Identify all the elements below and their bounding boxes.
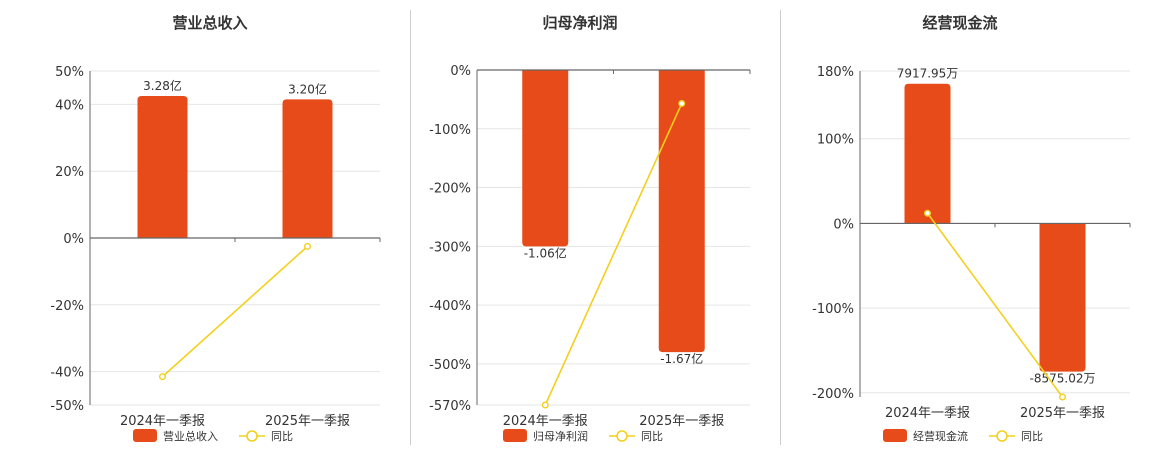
- y-tick-label: -40%: [50, 366, 84, 381]
- y-tick-label: -100%: [429, 123, 471, 138]
- yoy-line: [926, 212, 1064, 398]
- x-category-label: 2025年一季报: [1020, 406, 1105, 421]
- legend: 经营现金流 同比: [883, 429, 1043, 443]
- chart-cash-flow: 经营现金流 180% 100% 0% -100% -200% 7917.95万 -8575.0…: [812, 14, 1131, 443]
- yoy-point: [158, 373, 166, 381]
- yoy-point: [541, 401, 549, 409]
- legend-bar-swatch: [503, 429, 527, 442]
- y-tick-label: -500%: [429, 358, 471, 373]
- legend-bar-swatch: [883, 429, 907, 442]
- chart-panel-cash-flow: 经营现金流 180% 100% 0% -100% -200% 7917.95万 -8575.0…: [780, 0, 1160, 450]
- y-tick-label: -200%: [812, 387, 854, 402]
- y-tick-label: 40%: [55, 98, 84, 113]
- chart-net-profit: 归母净利润 0% -100% -200% -300% -400% -500% -570% -1.…: [429, 14, 751, 443]
- bar: [282, 99, 333, 238]
- legend-line-label: 同比: [271, 430, 293, 443]
- y-tick-label: 0%: [833, 217, 854, 232]
- legend-bar-label: 归母净利润: [533, 429, 588, 443]
- yoy-line: [544, 103, 683, 406]
- yoy-point: [304, 242, 312, 250]
- x-category-label: 2025年一季报: [639, 414, 724, 429]
- legend-bar-label: 营业总收入: [163, 429, 218, 443]
- panel-divider: [780, 10, 781, 445]
- chart-panel-revenue: 营业总收入 50% 40% 20% 0% -20% -40% -50% 3.28亿 3.20亿 20…: [0, 0, 410, 450]
- y-tick-label: 20%: [55, 165, 84, 180]
- bar-data-label: -8575.02万: [1030, 372, 1096, 386]
- y-tick-label: 0%: [63, 232, 84, 247]
- legend-bar-swatch: [133, 429, 157, 442]
- legend-line-marker: [616, 430, 628, 442]
- x-category-label: 2024年一季报: [503, 414, 588, 429]
- yoy-point: [678, 99, 686, 107]
- legend-bar-label: 经营现金流: [913, 429, 968, 443]
- y-tick-label: -570%: [429, 399, 471, 414]
- legend-line-marker: [996, 430, 1008, 442]
- y-tick-label: -300%: [429, 240, 471, 255]
- y-tick-label: -50%: [50, 399, 84, 414]
- y-tick-label: 50%: [55, 65, 84, 80]
- legend-line-label: 同比: [641, 430, 663, 443]
- panel-divider: [410, 10, 411, 445]
- chart-title: 经营现金流: [922, 14, 997, 32]
- legend-line-label: 同比: [1021, 430, 1043, 443]
- bar: [658, 70, 705, 353]
- bar-data-label: 3.28亿: [143, 78, 182, 93]
- bar-data-label: -1.06亿: [524, 245, 567, 260]
- bar: [1039, 223, 1086, 372]
- legend: 营业总收入 同比: [133, 429, 293, 443]
- legend-line-marker: [246, 430, 258, 442]
- chart-panel-net-profit: 归母净利润 0% -100% -200% -300% -400% -500% -570% -1.…: [410, 0, 780, 450]
- yoy-point: [1059, 393, 1067, 401]
- y-tick-label: -100%: [812, 302, 854, 317]
- x-category-label: 2025年一季报: [265, 414, 350, 429]
- chart-revenue: 营业总收入 50% 40% 20% 0% -20% -40% -50% 3.28亿 3.20亿 20…: [50, 14, 381, 443]
- chart-title: 营业总收入: [172, 14, 247, 32]
- bar: [904, 83, 951, 224]
- x-category-label: 2024年一季报: [120, 414, 205, 429]
- y-tick-label: 100%: [817, 133, 854, 148]
- legend: 归母净利润 同比: [503, 429, 663, 443]
- yoy-point: [923, 209, 931, 217]
- x-category-label: 2024年一季报: [885, 406, 970, 421]
- y-tick-label: 0%: [450, 64, 471, 79]
- bar: [522, 70, 569, 247]
- bar: [137, 96, 188, 238]
- bar-data-label: 7917.95万: [897, 67, 959, 81]
- y-tick-label: -20%: [50, 299, 84, 314]
- y-tick-label: -400%: [429, 299, 471, 314]
- bar-data-label: 3.20亿: [288, 81, 327, 96]
- y-tick-label: -200%: [429, 182, 471, 197]
- yoy-line: [161, 245, 309, 378]
- chart-title: 归母净利润: [542, 14, 617, 32]
- bar-data-label: -1.67亿: [660, 351, 703, 366]
- y-tick-label: 180%: [817, 65, 854, 80]
